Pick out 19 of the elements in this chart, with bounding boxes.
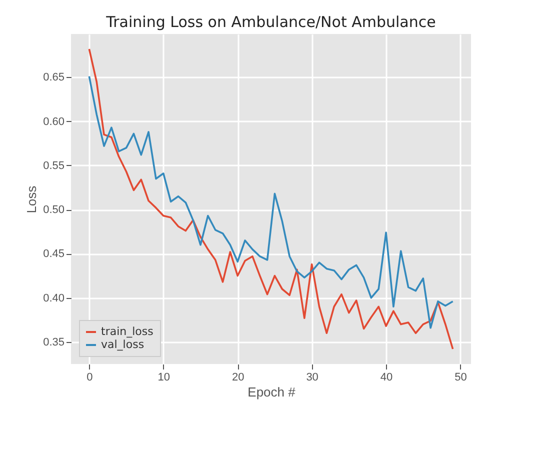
line-series: [88, 48, 454, 350]
x-tick-label: 0: [86, 372, 93, 384]
x-tick-label: 10: [158, 372, 170, 384]
y-axis-title: Loss: [24, 185, 40, 214]
y-tick-label: 0.65: [43, 72, 64, 84]
legend-label: val_loss: [101, 338, 144, 351]
chart-title: Training Loss on Ambulance/Not Ambulance: [105, 13, 436, 31]
x-axis-title: Epoch #: [248, 384, 296, 400]
y-tick-label: 0.35: [43, 336, 64, 348]
x-tick-label: 50: [454, 372, 467, 384]
y-tick-label: 0.45: [43, 248, 64, 260]
y-tick-label: 0.60: [43, 116, 64, 128]
x-tick-label: 20: [232, 372, 244, 384]
y-tick-label: 0.40: [43, 292, 64, 304]
x-tick-label: 30: [306, 372, 318, 384]
legend-label: train_loss: [101, 325, 154, 338]
y-tick-label: 0.50: [43, 204, 64, 216]
x-tick-label: 40: [380, 372, 393, 384]
y-tick-label: 0.55: [43, 160, 64, 172]
